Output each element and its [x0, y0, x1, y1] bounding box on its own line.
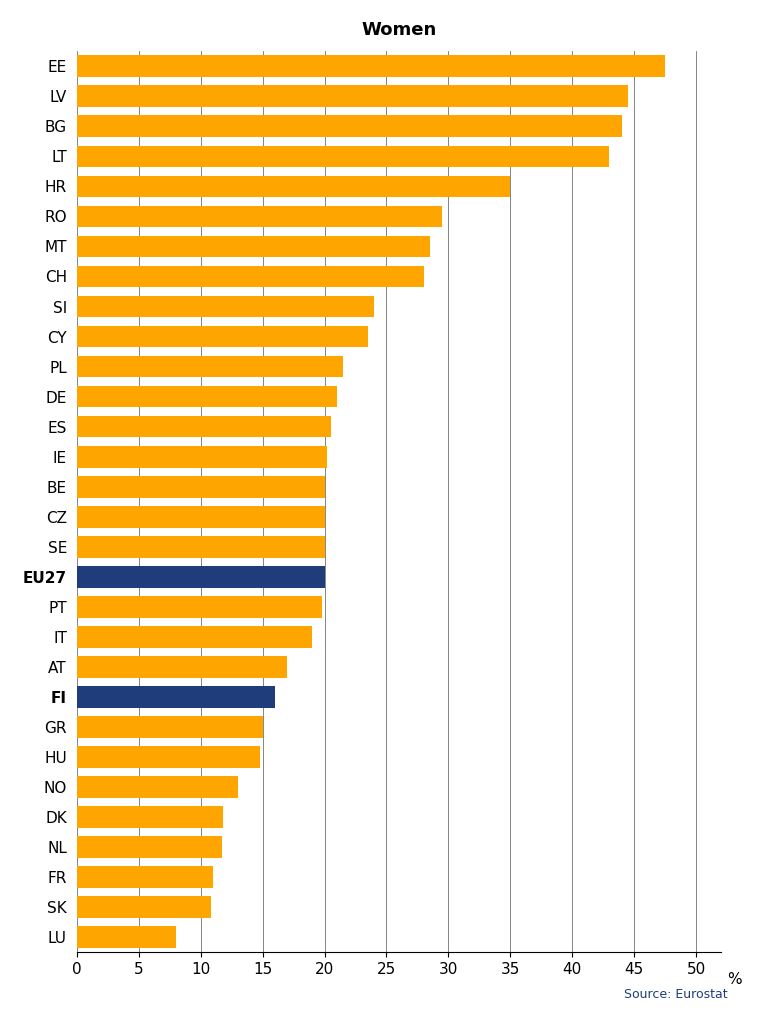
- Bar: [77, 776, 238, 798]
- Bar: [77, 596, 322, 617]
- Bar: [77, 116, 622, 137]
- Bar: [77, 686, 275, 708]
- Bar: [77, 386, 337, 408]
- Bar: [77, 866, 213, 888]
- Bar: [77, 416, 331, 437]
- Bar: [77, 506, 324, 527]
- Bar: [77, 326, 368, 347]
- Bar: [77, 716, 262, 738]
- Bar: [77, 806, 223, 828]
- Bar: [77, 896, 210, 919]
- Bar: [77, 927, 176, 948]
- Bar: [77, 536, 324, 558]
- Bar: [77, 85, 628, 108]
- Bar: [77, 476, 324, 498]
- Text: %: %: [727, 972, 742, 987]
- Bar: [77, 55, 665, 77]
- Bar: [77, 236, 430, 257]
- Bar: [77, 265, 423, 288]
- Bar: [77, 656, 288, 678]
- Text: Source: Eurostat: Source: Eurostat: [624, 988, 727, 1001]
- Bar: [77, 355, 343, 378]
- Bar: [77, 206, 443, 227]
- Bar: [77, 145, 610, 167]
- Bar: [77, 566, 324, 588]
- Bar: [77, 175, 510, 198]
- Bar: [77, 296, 374, 317]
- Bar: [77, 746, 260, 768]
- Bar: [77, 445, 327, 468]
- Title: Women: Women: [361, 20, 436, 39]
- Bar: [77, 626, 312, 648]
- Bar: [77, 837, 222, 858]
